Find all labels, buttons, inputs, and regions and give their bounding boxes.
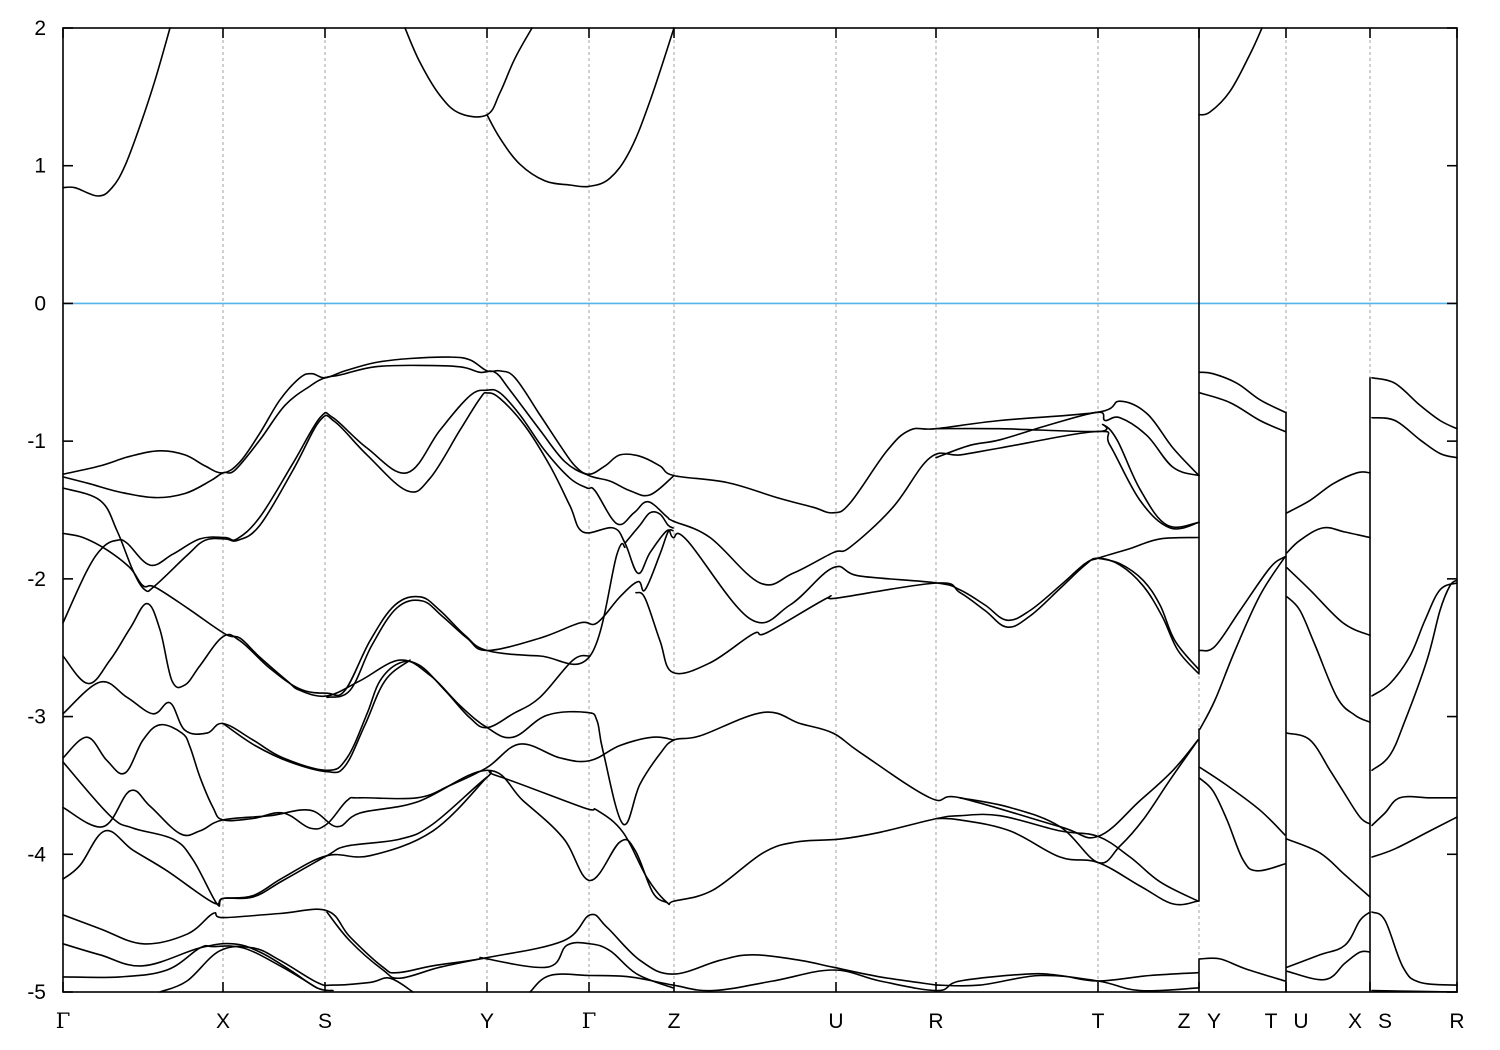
x-tick-label: Γ xyxy=(582,1009,597,1033)
band-line xyxy=(62,532,1199,839)
band-line xyxy=(62,27,171,197)
band-line xyxy=(62,654,591,772)
band-line xyxy=(222,659,411,774)
x-tick-label: S xyxy=(318,1010,332,1033)
band-line xyxy=(1199,556,1286,652)
x-tick-label: Z xyxy=(668,1010,681,1033)
y-tick-label: -3 xyxy=(27,706,46,729)
band-line xyxy=(62,761,1199,907)
y-tick-label: -2 xyxy=(27,568,46,591)
band-line xyxy=(404,27,533,118)
band-line xyxy=(959,739,1199,864)
band-line xyxy=(1371,579,1458,772)
axis-ticks xyxy=(62,27,1458,993)
band-lines xyxy=(62,27,1458,993)
band-line xyxy=(1286,838,1371,898)
band-line xyxy=(1199,371,1286,413)
x-tick-label: S xyxy=(1378,1010,1392,1033)
y-tick-label: -1 xyxy=(27,430,46,453)
band-line xyxy=(159,945,414,993)
band-line xyxy=(1286,526,1371,554)
band-line xyxy=(62,769,668,904)
x-tick-label: R xyxy=(1449,1010,1464,1033)
y-tick-labels: -5 -4 -3 -2 -1 0 1 2 xyxy=(27,17,46,1004)
band-line xyxy=(62,388,1200,624)
grid-lines xyxy=(222,28,1371,992)
band-line xyxy=(62,392,1200,624)
band-line xyxy=(1199,766,1286,836)
band-line xyxy=(1371,582,1458,697)
y-tick-label: -4 xyxy=(27,843,46,866)
band-line xyxy=(935,411,1200,477)
band-line xyxy=(1286,567,1371,637)
x-tick-label: Z xyxy=(1178,1010,1191,1033)
band-line xyxy=(62,776,488,905)
y-tick-label: 1 xyxy=(34,155,46,178)
x-tick-label: U xyxy=(1293,1010,1308,1033)
band-line xyxy=(1097,557,1200,671)
band-line xyxy=(1199,556,1286,730)
x-tick-label: X xyxy=(216,1010,230,1033)
x-tick-label: Y xyxy=(480,1010,494,1033)
band-line xyxy=(1371,816,1458,858)
y-tick-label: -5 xyxy=(27,981,46,1004)
band-line xyxy=(1371,911,1458,986)
band-line xyxy=(1286,471,1371,514)
band-line xyxy=(326,528,674,699)
band-line xyxy=(1286,732,1371,825)
x-tick-label: X xyxy=(1348,1010,1362,1033)
band-line xyxy=(624,510,674,544)
band-line xyxy=(326,911,488,980)
band-line xyxy=(936,817,1199,906)
x-tick-label: Γ xyxy=(56,1009,71,1033)
band-line xyxy=(635,557,1200,675)
x-tick-label: T xyxy=(1092,1010,1105,1033)
band-line xyxy=(479,941,674,989)
band-line xyxy=(62,364,675,499)
plot-frame xyxy=(62,27,1458,993)
band-line xyxy=(1371,795,1458,827)
x-tick-label: R xyxy=(928,1010,943,1033)
band-line xyxy=(62,908,938,986)
band-line xyxy=(1371,416,1458,459)
band-line xyxy=(62,542,626,697)
x-tick-label: U xyxy=(828,1010,843,1033)
band-line xyxy=(1286,911,1371,968)
y-tick-label: 2 xyxy=(34,17,46,40)
band-line xyxy=(1199,777,1286,872)
band-line xyxy=(1286,950,1371,981)
y-tick-label: 0 xyxy=(34,292,46,315)
band-line xyxy=(936,974,1199,992)
band-line xyxy=(1199,392,1286,433)
x-tick-label: Y xyxy=(1207,1010,1221,1033)
band-line xyxy=(62,723,675,830)
band-line xyxy=(1286,596,1371,723)
band-line xyxy=(1198,27,1263,116)
band-line xyxy=(62,356,1200,514)
band-line xyxy=(1371,377,1458,430)
x-tick-label: T xyxy=(1265,1010,1278,1033)
band-line xyxy=(1199,957,1286,982)
band-line xyxy=(935,423,1200,529)
band-line xyxy=(486,27,675,188)
band-line xyxy=(62,944,318,989)
